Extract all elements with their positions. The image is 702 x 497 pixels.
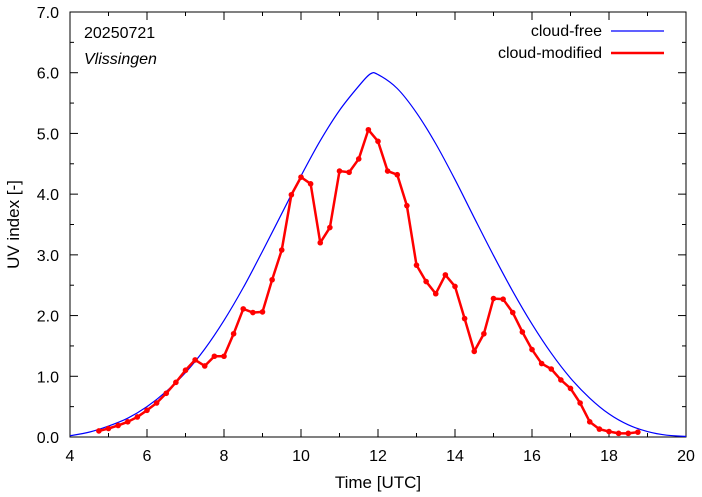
y-tick-label: 6.0 bbox=[37, 66, 59, 83]
data-point-cloud-modified bbox=[558, 377, 564, 383]
data-point-cloud-modified bbox=[461, 315, 468, 322]
y-tick-label: 5.0 bbox=[37, 126, 59, 143]
data-point-cloud-modified bbox=[192, 357, 198, 363]
data-point-cloud-modified bbox=[346, 169, 352, 176]
data-point-cloud-modified bbox=[519, 329, 526, 335]
data-point-cloud-modified bbox=[375, 138, 381, 145]
data-point-cloud-modified bbox=[500, 296, 506, 302]
x-tick-label: 20 bbox=[677, 448, 695, 465]
data-point-cloud-modified bbox=[596, 426, 603, 432]
x-tick-label: 14 bbox=[446, 448, 464, 465]
data-point-cloud-modified bbox=[423, 278, 429, 285]
data-point-cloud-modified bbox=[404, 202, 410, 209]
data-point-cloud-modified bbox=[509, 309, 516, 316]
data-point-cloud-modified bbox=[278, 247, 285, 253]
data-point-cloud-modified bbox=[288, 191, 295, 198]
data-point-cloud-modified bbox=[567, 385, 574, 392]
x-axis-title: Time [UTC] bbox=[335, 473, 421, 492]
data-point-cloud-modified bbox=[442, 272, 449, 278]
x-tick-labels: 4 6 8 10 12 14 16 18 20 bbox=[66, 448, 695, 465]
x-tick-label: 12 bbox=[369, 448, 387, 465]
data-point-cloud-modified bbox=[481, 330, 487, 337]
data-point-cloud-modified bbox=[327, 224, 333, 231]
y-tick-label: 4.0 bbox=[37, 187, 59, 204]
data-point-cloud-modified bbox=[538, 360, 545, 367]
legend-label-cloud-modified: cloud-modified bbox=[498, 45, 602, 62]
y-tick-label: 0.0 bbox=[37, 430, 59, 447]
data-point-cloud-modified bbox=[471, 348, 478, 355]
data-point-cloud-modified bbox=[365, 126, 372, 133]
x-tick-label: 10 bbox=[292, 448, 310, 465]
data-point-cloud-modified bbox=[586, 419, 593, 425]
series-line-cloud-free bbox=[69, 72, 687, 437]
data-point-cloud-modified bbox=[529, 346, 535, 353]
data-point-cloud-modified bbox=[413, 262, 420, 268]
y-tick-label: 2.0 bbox=[37, 309, 59, 326]
data-point-cloud-modified bbox=[269, 276, 275, 283]
station-annotation: Vlissingen bbox=[84, 51, 157, 68]
data-point-cloud-modified bbox=[606, 428, 612, 435]
data-point-cloud-modified bbox=[635, 429, 641, 435]
legend-label-cloud-free: cloud-free bbox=[531, 23, 602, 40]
data-point-cloud-modified bbox=[221, 353, 227, 360]
data-point-cloud-modified bbox=[317, 239, 324, 246]
data-point-cloud-modified bbox=[105, 425, 112, 432]
x-tick-label: 8 bbox=[220, 448, 229, 465]
data-point-cloud-modified bbox=[144, 407, 150, 414]
data-point-cloud-modified bbox=[307, 181, 314, 187]
y-tick-label: 7.0 bbox=[37, 5, 59, 22]
data-point-cloud-modified bbox=[240, 306, 247, 312]
x-tick-label: 18 bbox=[600, 448, 618, 465]
data-point-cloud-modified bbox=[124, 419, 131, 425]
data-point-cloud-modified bbox=[134, 414, 141, 420]
data-point-cloud-modified bbox=[577, 400, 583, 406]
data-point-cloud-modified bbox=[298, 174, 304, 180]
y-tick-labels: 0.0 1.0 2.0 3.0 4.0 5.0 6.0 7.0 bbox=[37, 5, 59, 447]
y-axis-title: UV index [-] bbox=[4, 180, 23, 269]
data-point-cloud-modified bbox=[182, 367, 189, 374]
data-point-cloud-modified bbox=[211, 353, 218, 360]
data-point-cloud-modified bbox=[625, 430, 632, 437]
y-tick-label: 1.0 bbox=[37, 369, 59, 386]
series-line-cloud-modified bbox=[98, 128, 639, 435]
x-tick-label: 16 bbox=[523, 448, 541, 465]
data-point-cloud-modified bbox=[355, 156, 362, 162]
legend: cloud-free cloud-modified bbox=[498, 23, 664, 62]
data-point-cloud-modified bbox=[230, 330, 237, 337]
data-point-cloud-modified bbox=[394, 171, 401, 178]
data-point-cloud-modified bbox=[548, 366, 555, 372]
data-point-cloud-modified bbox=[173, 379, 179, 386]
series-layer bbox=[69, 72, 687, 437]
data-point-cloud-modified bbox=[163, 390, 170, 397]
date-annotation: 20250721 bbox=[84, 25, 155, 42]
data-point-cloud-modified bbox=[115, 422, 121, 429]
data-point-cloud-modified bbox=[432, 290, 439, 297]
data-point-cloud-modified bbox=[250, 309, 256, 316]
data-point-cloud-modified bbox=[201, 363, 208, 369]
data-point-cloud-modified bbox=[384, 168, 391, 174]
data-point-cloud-modified bbox=[490, 295, 497, 302]
plot-border bbox=[69, 11, 687, 438]
x-tick-label: 6 bbox=[143, 448, 152, 465]
data-point-cloud-modified bbox=[96, 428, 102, 434]
data-point-cloud-modified bbox=[259, 309, 266, 315]
y-tick-label: 3.0 bbox=[37, 248, 59, 265]
plot-frame bbox=[69, 11, 687, 438]
axis-ticks bbox=[69, 11, 687, 438]
data-point-cloud-modified bbox=[452, 283, 458, 290]
data-point-cloud-modified bbox=[153, 400, 160, 406]
x-tick-label: 4 bbox=[66, 448, 75, 465]
data-point-cloud-modified bbox=[336, 168, 343, 174]
data-point-cloud-modified bbox=[615, 430, 622, 437]
